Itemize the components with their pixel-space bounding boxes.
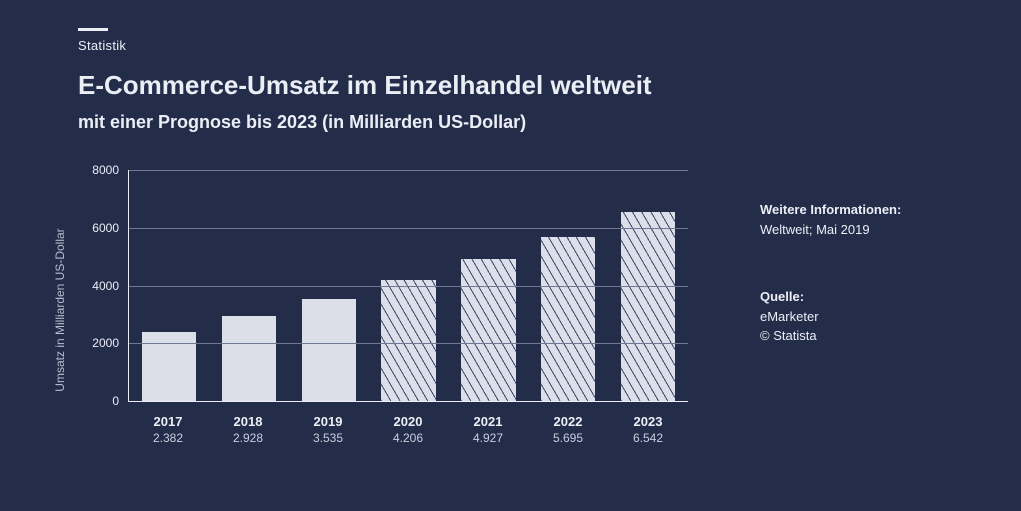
bar	[222, 316, 276, 401]
bar	[621, 212, 675, 401]
xlabel: 2019 3.535	[288, 408, 368, 460]
xlabel-year: 2021	[448, 414, 528, 429]
bar	[302, 299, 356, 401]
xlabel: 2022 5.695	[528, 408, 608, 460]
xlabel-year: 2018	[208, 414, 288, 429]
info-block: Weitere Informationen: Weltweit; Mai 201…	[760, 200, 980, 239]
xlabel-value: 3.535	[288, 431, 368, 445]
xlabel-year: 2017	[128, 414, 208, 429]
header-rule	[78, 28, 108, 31]
bar	[461, 259, 515, 401]
xlabel-year: 2022	[528, 414, 608, 429]
ytick-label: 0	[112, 394, 119, 408]
source-block: Quelle: eMarketer © Statista	[760, 287, 980, 346]
gridline	[129, 228, 688, 229]
copyright-text: © Statista	[760, 326, 980, 346]
ytick-label: 2000	[92, 336, 119, 350]
xlabel: 2018 2.928	[208, 408, 288, 460]
xlabels-container: 2017 2.3822018 2.9282019 3.5352020 4.2062021…	[128, 408, 688, 460]
ytick-label: 8000	[92, 163, 119, 177]
side-info: Weitere Informationen: Weltweit; Mai 201…	[760, 200, 980, 394]
xlabel-year: 2023	[608, 414, 688, 429]
page-title: E-Commerce-Umsatz im Einzelhandel weltwe…	[78, 70, 652, 101]
xlabel-value: 5.695	[528, 431, 608, 445]
source-text: eMarketer	[760, 307, 980, 327]
ytick-label: 6000	[92, 221, 119, 235]
info-heading: Weitere Informationen:	[760, 200, 980, 220]
bar	[381, 280, 435, 401]
gridline	[129, 170, 688, 171]
ytick-label: 4000	[92, 279, 119, 293]
revenue-chart: Umsatz in Milliarden US-Dollar 020004000…	[78, 160, 688, 460]
xlabel: 2020 4.206	[368, 408, 448, 460]
xlabel: 2023 6.542	[608, 408, 688, 460]
xlabel-year: 2020	[368, 414, 448, 429]
yaxis-label: Umsatz in Milliarden US-Dollar	[53, 228, 67, 391]
xlabel: 2021 4.927	[448, 408, 528, 460]
xlabel: 2017 2.382	[128, 408, 208, 460]
gridline	[129, 286, 688, 287]
xlabel-value: 2.382	[128, 431, 208, 445]
plot-area: 02000400060008000	[128, 170, 688, 402]
bar	[541, 237, 595, 401]
xlabel-value: 2.928	[208, 431, 288, 445]
xlabel-year: 2019	[288, 414, 368, 429]
info-text: Weltweit; Mai 2019	[760, 220, 980, 240]
source-heading: Quelle:	[760, 287, 980, 307]
xlabel-value: 6.542	[608, 431, 688, 445]
xlabel-value: 4.927	[448, 431, 528, 445]
xlabel-value: 4.206	[368, 431, 448, 445]
page-subtitle: mit einer Prognose bis 2023 (in Milliard…	[78, 112, 526, 133]
gridline	[129, 343, 688, 344]
kicker-label: Statistik	[78, 38, 126, 53]
